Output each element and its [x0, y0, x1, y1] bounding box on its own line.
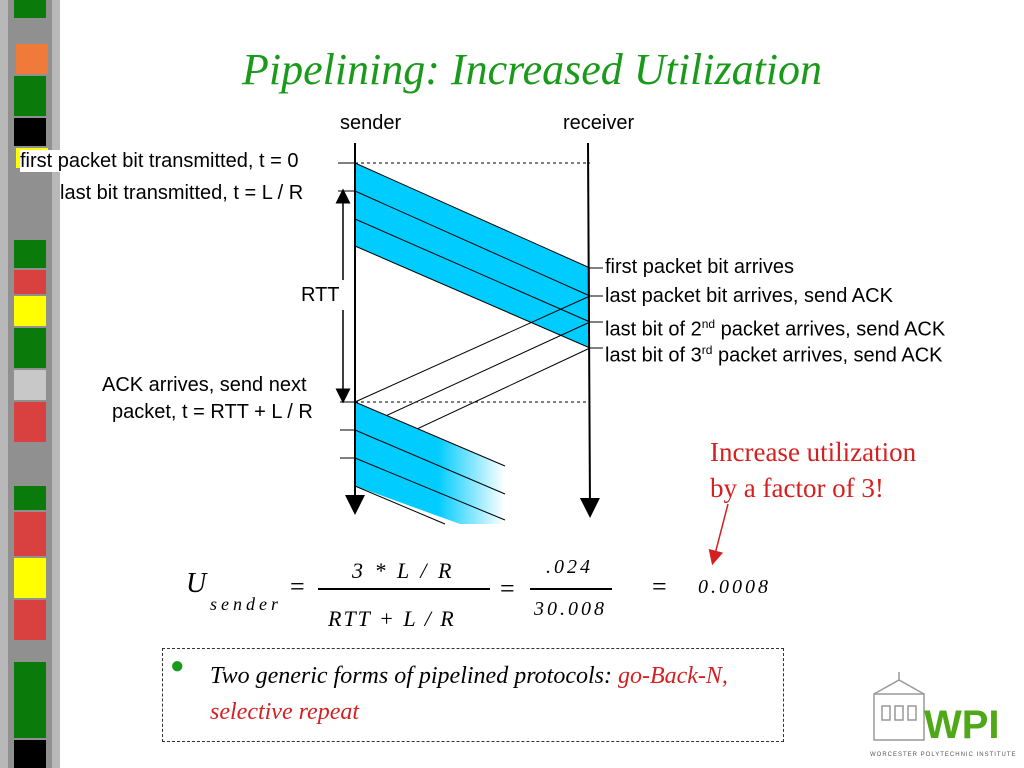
formula-equals-3: =	[652, 572, 667, 601]
bullet-dot-icon: ●	[170, 652, 185, 679]
receiver-timeline	[579, 142, 600, 518]
ack-line-1	[354, 295, 591, 403]
callout-arrow	[708, 503, 729, 566]
wpi-building-icon	[873, 672, 925, 741]
utilization-callout: Increase utilization by a factor of 3!	[710, 437, 917, 503]
formula-numerator-1: 3 * L / R	[352, 558, 455, 583]
second-packet-arrives-label: last bit of 2nd packet arrives, send ACK	[605, 317, 946, 341]
packet-band-2	[355, 191, 590, 322]
last-bit-transmitted-label: last bit transmitted, t = L / R	[60, 182, 304, 204]
next-packet-band-3	[355, 458, 505, 524]
formula-result: 0.0008	[698, 576, 771, 598]
decorative-left-stripe	[0, 0, 60, 768]
sender-label: sender	[340, 112, 402, 134]
formula-equals-1: =	[290, 572, 305, 601]
formula-fraction-bar-1	[318, 588, 490, 590]
formula-denominator-2: 30.008	[534, 598, 607, 620]
wpi-logo-text: WPI	[924, 703, 1000, 747]
packet-band-3	[355, 219, 590, 348]
formula-fraction-bar-2	[530, 588, 612, 590]
last-packet-arrives-label: last packet bit arrives, send ACK	[605, 285, 893, 307]
receiver-label: receiver	[563, 112, 635, 134]
formula-u-subscript: sender	[210, 594, 282, 614]
formula-numerator-2: .024	[546, 556, 593, 578]
ack-arrives-label-line2: packet, t = RTT + L / R	[112, 401, 313, 423]
pipelining-timing-diagram	[335, 142, 603, 525]
wpi-logo: WPI WORCESTER POLYTECHNIC INSTITUTE	[870, 672, 1017, 758]
next-packet-band-2	[355, 430, 505, 520]
first-packet-arrives-label: first packet bit arrives	[605, 256, 794, 278]
rtt-label: RTT	[301, 284, 340, 306]
formula-u: U	[186, 568, 207, 599]
wpi-logo-caption: WORCESTER POLYTECHNIC INSTITUTE	[870, 752, 1017, 758]
next-packet-band-1	[355, 402, 505, 494]
third-packet-arrives-label: last bit of 3rd packet arrives, send ACK	[605, 343, 943, 367]
note-text: Two generic forms of pipelined protocols…	[210, 663, 728, 725]
slide-title: Pipelining: Increased Utilization	[241, 45, 823, 94]
ack-line-2	[354, 321, 591, 431]
formula-equals-2: =	[500, 574, 515, 603]
packet-band-1	[355, 163, 590, 296]
ack-arrives-label-line1: ACK arrives, send next	[102, 374, 307, 396]
note-box	[162, 648, 784, 742]
formula-denominator-1: RTT + L / R	[328, 606, 456, 631]
first-bit-transmitted-label: first packet bit transmitted, t = 0	[20, 150, 299, 172]
